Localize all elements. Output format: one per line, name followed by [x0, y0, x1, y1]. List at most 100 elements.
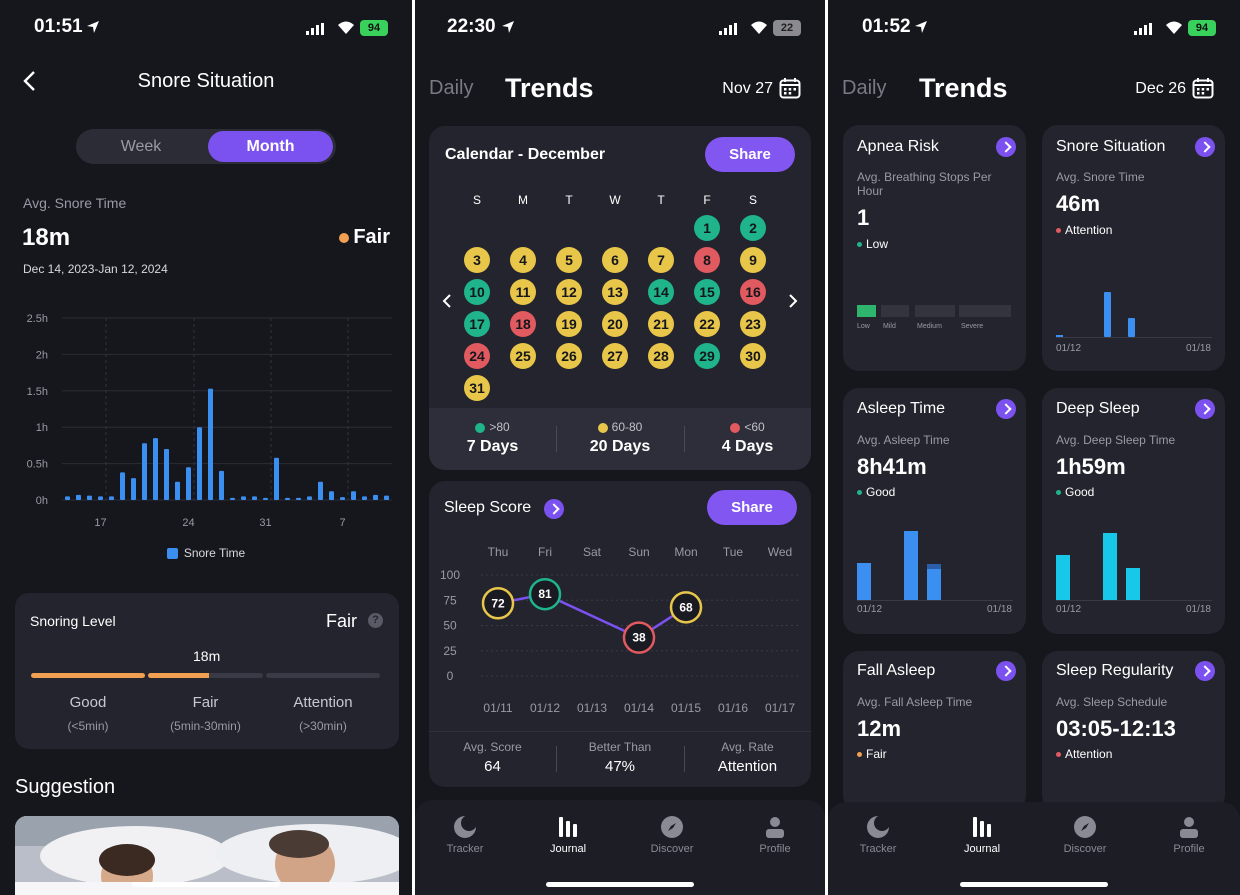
- prev-month-icon[interactable]: [441, 293, 453, 309]
- weekday-label: Sun: [628, 545, 649, 559]
- journal-icon: [559, 817, 577, 837]
- calendar-day[interactable]: 25: [510, 343, 536, 369]
- nav-profile[interactable]: Profile: [1154, 815, 1224, 855]
- month-segment[interactable]: Month: [208, 131, 333, 162]
- summary-fair: 60-80 20 Days: [556, 420, 684, 456]
- suggestion-image[interactable]: [15, 816, 399, 895]
- calendar-day[interactable]: 3: [464, 247, 490, 273]
- calendar-day[interactable]: 2: [740, 215, 766, 241]
- calendar-day[interactable]: 13: [602, 279, 628, 305]
- deep-sleep-card[interactable]: Deep Sleep Avg. Deep Sleep Time 1h59m Go…: [1042, 388, 1225, 634]
- stat-better-than: Better Than 47%: [556, 740, 684, 775]
- calendar-day[interactable]: 4: [510, 247, 536, 273]
- level-attention-label: Attention: [293, 694, 353, 711]
- calendar-day[interactable]: 20: [602, 311, 628, 337]
- calendar-day[interactable]: 6: [602, 247, 628, 273]
- calendar-share-button[interactable]: Share: [705, 137, 795, 172]
- calendar-day[interactable]: 31: [464, 375, 490, 401]
- x-tick-label: 01/11: [483, 701, 512, 715]
- calendar-icon[interactable]: [779, 77, 801, 99]
- status-bar: 22:30 22: [415, 14, 825, 44]
- score-point[interactable]: [481, 587, 515, 620]
- avg-snore-value: 18m: [22, 224, 71, 251]
- calendar-day[interactable]: 17: [464, 311, 490, 337]
- calendar-day[interactable]: 23: [740, 311, 766, 337]
- battery-indicator: 22: [773, 20, 801, 36]
- calendar-day[interactable]: 26: [556, 343, 582, 369]
- nav-journal[interactable]: Journal: [533, 815, 603, 855]
- calendar-day[interactable]: 12: [556, 279, 582, 305]
- tab-daily[interactable]: Daily: [842, 77, 887, 99]
- sleep-regularity-card[interactable]: Sleep Regularity Avg. Sleep Schedule 03:…: [1042, 651, 1225, 811]
- calendar-day[interactable]: 14: [648, 279, 674, 305]
- status-time: 22:30: [447, 16, 496, 37]
- asleep-chevron-icon[interactable]: [996, 399, 1016, 419]
- summary-good: >80 7 Days: [429, 420, 556, 456]
- regularity-chevron-icon[interactable]: [1195, 661, 1215, 681]
- deep-date-start: 01/12: [1056, 604, 1082, 615]
- calendar-day[interactable]: 18: [510, 311, 536, 337]
- x-tick-label: 01/15: [671, 701, 701, 715]
- back-chevron-icon[interactable]: [22, 70, 38, 92]
- nav-discover-label: Discover: [650, 843, 694, 855]
- score-point[interactable]: [622, 621, 656, 654]
- snore-bar: [252, 496, 257, 500]
- calendar-day[interactable]: 30: [740, 343, 766, 369]
- calendar-day[interactable]: 9: [740, 247, 766, 273]
- attention-dot-icon: [1056, 228, 1061, 234]
- home-indicator: [546, 882, 694, 887]
- tab-trends[interactable]: Trends: [505, 73, 594, 103]
- fall-chevron-icon[interactable]: [996, 661, 1016, 681]
- nav-discover[interactable]: Discover: [1050, 815, 1120, 855]
- calendar-day[interactable]: 28: [648, 343, 674, 369]
- y-tick-label: 25: [443, 644, 457, 658]
- nav-journal[interactable]: Journal: [947, 815, 1017, 855]
- calendar-day[interactable]: 19: [556, 311, 582, 337]
- fall-asleep-card[interactable]: Fall Asleep Avg. Fall Asleep Time 12m Fa…: [843, 651, 1026, 811]
- suggestion-heading: Suggestion: [15, 776, 116, 798]
- snore-situation-card[interactable]: Snore Situation Avg. Snore Time 46m Atte…: [1042, 125, 1225, 371]
- calendar-day[interactable]: 8: [694, 247, 720, 273]
- apnea-risk-card[interactable]: Apnea Risk Avg. Breathing Stops Per Hour…: [843, 125, 1026, 371]
- snore-bar: [76, 494, 81, 500]
- help-icon[interactable]: ?: [368, 613, 383, 628]
- snore-bar: [329, 491, 334, 500]
- calendar-day[interactable]: 29: [694, 343, 720, 369]
- snore-chevron-icon[interactable]: [1195, 137, 1215, 157]
- calendar-day[interactable]: 24: [464, 343, 490, 369]
- calendar-day[interactable]: 7: [648, 247, 674, 273]
- weekday-label: Wed: [768, 545, 792, 559]
- nav-tracker[interactable]: Tracker: [430, 815, 500, 855]
- calendar-day[interactable]: 1: [694, 215, 720, 241]
- weekday-label: W: [609, 193, 621, 207]
- calendar-day[interactable]: 22: [694, 311, 720, 337]
- journal-icon: [973, 817, 991, 837]
- sleep-score-chevron-icon[interactable]: [544, 499, 564, 519]
- level-fair-range: (5min-30min): [170, 719, 241, 733]
- sleep-score-share-button[interactable]: Share: [707, 490, 797, 525]
- score-point[interactable]: [669, 591, 703, 624]
- level-good-range: (<5min): [67, 719, 109, 733]
- nav-discover[interactable]: Discover: [637, 815, 707, 855]
- week-segment[interactable]: Week: [120, 138, 162, 155]
- asleep-time-card[interactable]: Asleep Time Avg. Asleep Time 8h41m Good …: [843, 388, 1026, 634]
- tab-daily[interactable]: Daily: [429, 77, 474, 99]
- tab-trends[interactable]: Trends: [919, 73, 1008, 103]
- calendar-day[interactable]: 10: [464, 279, 490, 305]
- battery-indicator: 94: [1188, 20, 1216, 36]
- snore-bar: [1128, 318, 1135, 337]
- score-point[interactable]: [528, 577, 562, 611]
- apnea-chevron-icon[interactable]: [996, 137, 1016, 157]
- calendar-day[interactable]: 11: [510, 279, 536, 305]
- calendar-icon[interactable]: [1192, 77, 1214, 99]
- x-tick-label: 01/16: [718, 701, 748, 715]
- calendar-day[interactable]: 27: [602, 343, 628, 369]
- calendar-day[interactable]: 5: [556, 247, 582, 273]
- calendar-day[interactable]: 16: [740, 279, 766, 305]
- calendar-day[interactable]: 21: [648, 311, 674, 337]
- nav-profile[interactable]: Profile: [740, 815, 810, 855]
- calendar-day[interactable]: 15: [694, 279, 720, 305]
- next-month-icon[interactable]: [787, 293, 799, 309]
- deep-chevron-icon[interactable]: [1195, 399, 1215, 419]
- nav-tracker[interactable]: Tracker: [843, 815, 913, 855]
